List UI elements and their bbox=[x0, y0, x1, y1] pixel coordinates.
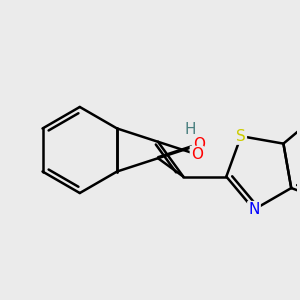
Text: H: H bbox=[184, 122, 196, 137]
Text: O: O bbox=[193, 137, 205, 152]
Text: N: N bbox=[248, 202, 260, 217]
Text: S: S bbox=[236, 129, 246, 144]
Text: O: O bbox=[191, 147, 203, 162]
